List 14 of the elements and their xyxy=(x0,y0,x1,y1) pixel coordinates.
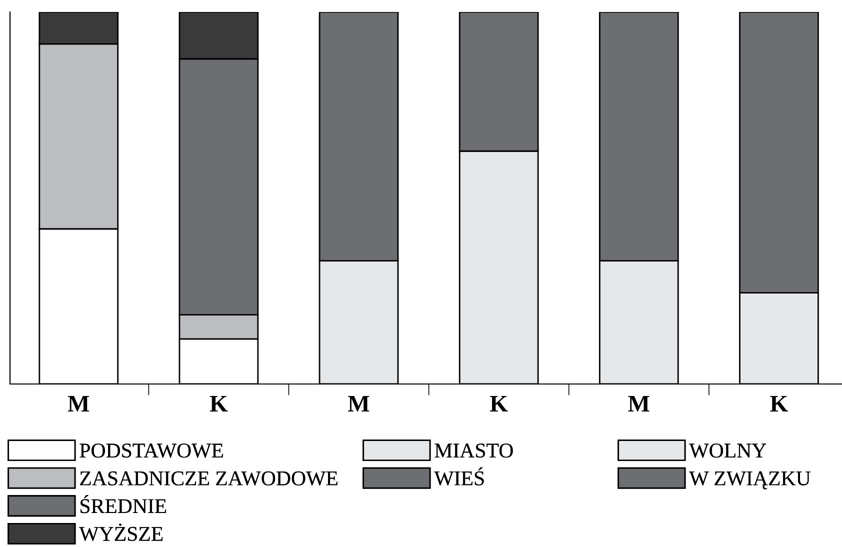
x-tick-label: K xyxy=(770,396,788,412)
x-tick-label: K xyxy=(210,396,228,412)
x-tick-label: K xyxy=(490,396,508,412)
legend-label: W ZWIĄZKU xyxy=(689,471,810,490)
legend-label: ŚREDNIE xyxy=(80,495,166,514)
legend-label: WOLNY xyxy=(689,444,766,458)
legend-label: MIASTO xyxy=(434,444,513,458)
legend-label: PODSTAWOWE xyxy=(80,444,223,458)
x-tick-label: M xyxy=(68,396,90,412)
x-tick-label: M xyxy=(348,396,370,412)
legend-label: ZASADNICZE ZAWODOWE xyxy=(80,471,338,486)
x-tick-label: M xyxy=(628,396,650,412)
legend-label: WYŻSZE xyxy=(79,524,163,542)
legend-label: WIEŚ xyxy=(434,467,484,486)
